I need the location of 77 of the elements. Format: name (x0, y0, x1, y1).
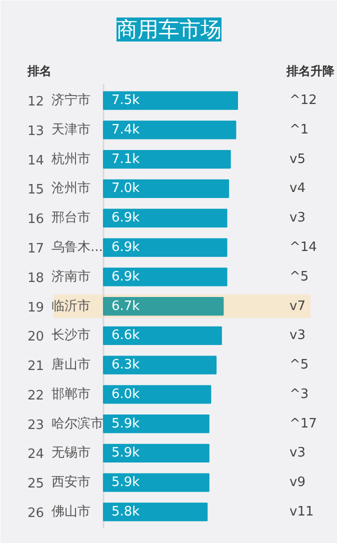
text: v3 (290, 210, 306, 226)
bar (103, 444, 210, 463)
data-label: 5.8k (112, 504, 140, 520)
y-tick-label: 杭州市 (50, 152, 90, 167)
text: 14 (28, 153, 44, 168)
text: v3 (290, 328, 306, 344)
y-tick-label: 无锡市 (52, 446, 90, 461)
data-label: 6.7k (112, 298, 140, 314)
text: 排名 (26, 64, 52, 78)
text: 16 (28, 212, 44, 228)
text: 17 (28, 242, 44, 257)
bar (103, 91, 238, 110)
text: 排名升降 (286, 64, 336, 78)
text: v3 (290, 446, 306, 461)
text: v9 (290, 475, 306, 490)
bar (103, 179, 230, 198)
text: ^3 (290, 386, 309, 402)
bar (103, 208, 228, 228)
text: 23 (28, 418, 44, 433)
text: v7 (290, 298, 306, 314)
data-label: 6.9k (112, 269, 140, 284)
data-label: 6.9k (112, 240, 140, 256)
y-tick-label: 沧州市 (52, 181, 90, 196)
text: ^5 (290, 269, 309, 284)
bar (103, 326, 222, 345)
y-tick-label: 佛山市 (52, 504, 90, 520)
bar (103, 238, 228, 257)
data-label: 5.9k (112, 475, 140, 490)
data-label: 6.0k (112, 386, 140, 402)
y-tick-label: 济宁市 (52, 92, 90, 108)
data-label: 6.6k (112, 328, 140, 344)
data-label: 5.9k (112, 416, 140, 432)
text: 19 (28, 300, 44, 316)
y-tick-label: 哈尔滨市 (52, 415, 104, 432)
data-label: 7.5k (112, 93, 140, 108)
text: ^14 (290, 240, 317, 256)
chart-title: 商用车市场 (116, 18, 222, 42)
text: 26 (28, 506, 44, 521)
y-tick-label: 长沙市 (52, 328, 90, 344)
data-label: 7.4k (112, 122, 140, 138)
bar (103, 268, 228, 286)
text: 18 (28, 270, 44, 286)
text: 15 (28, 182, 44, 198)
bar (103, 120, 236, 140)
data-label: 5.9k (112, 446, 140, 461)
text: 21 (28, 359, 44, 374)
y-tick-label: 乌鲁木... (52, 240, 103, 256)
text: 13 (28, 124, 44, 139)
y-tick-label: 济南市 (52, 269, 90, 284)
bar (103, 385, 212, 404)
y-tick-label: 天津市 (52, 122, 90, 138)
y-tick-label: 临沂市 (52, 298, 90, 314)
text: 25 (28, 476, 44, 492)
bar (103, 414, 210, 434)
text: 22 (28, 388, 44, 404)
data-label: 6.9k (112, 210, 140, 226)
data-label: 7.1k (112, 152, 140, 167)
text: v4 (290, 181, 306, 196)
bar (103, 150, 231, 169)
y-tick-label: 邯郸市 (52, 386, 90, 402)
text: v5 (290, 152, 306, 167)
text: 20 (28, 330, 44, 345)
text: ^12 (290, 93, 317, 108)
bar (103, 356, 217, 374)
text: v11 (290, 504, 314, 520)
bar (103, 473, 210, 492)
data-label: 6.3k (112, 358, 140, 373)
text: 12 (28, 94, 44, 110)
y-tick-label: 邢台市 (52, 210, 90, 226)
y-tick-label: 唐山市 (52, 358, 90, 373)
text: ^17 (290, 416, 317, 432)
bar (103, 502, 208, 522)
text: 24 (28, 447, 44, 462)
data-label: 7.0k (112, 181, 140, 196)
text: ^1 (290, 122, 309, 138)
y-tick-label: 西安市 (52, 474, 90, 490)
text: ^5 (290, 358, 309, 373)
